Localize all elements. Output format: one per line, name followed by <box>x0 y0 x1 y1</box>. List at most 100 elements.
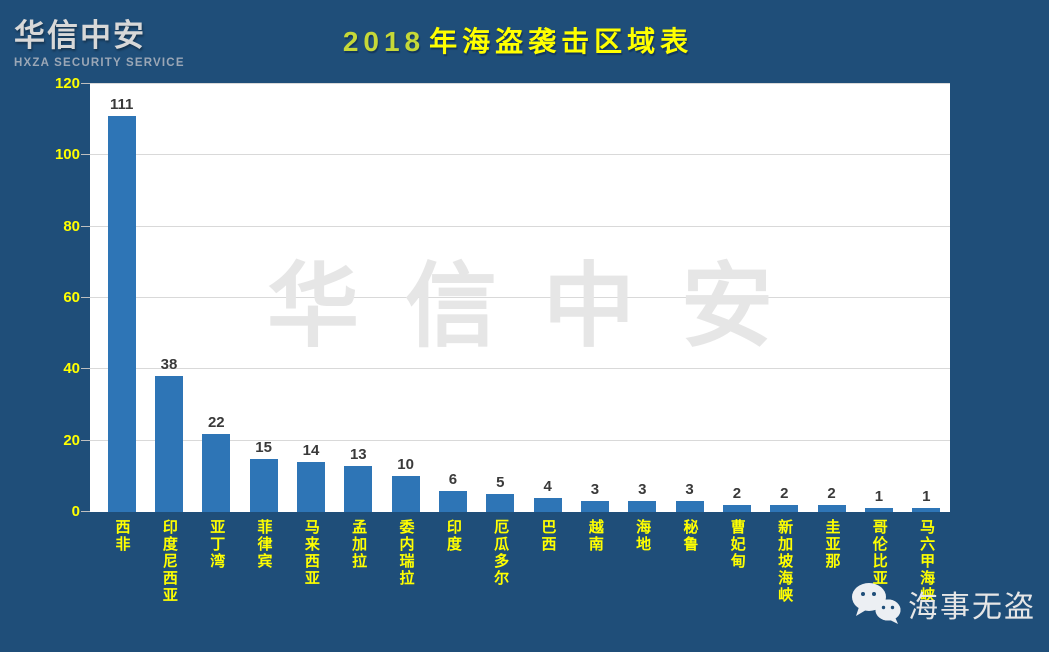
wechat-icon <box>852 583 901 624</box>
x-axis-category-label: 秘鲁 <box>681 519 699 553</box>
bar-slot: 5 <box>477 84 524 512</box>
gridline-40 <box>90 368 950 370</box>
gridline-20 <box>90 439 950 441</box>
page-title: 2018 年海盗袭击区域表 <box>343 20 693 60</box>
bar-series: 111 38 22 15 14 13 10 6 5 4 3 3 3 2 2 2 1 1 <box>90 84 950 512</box>
bar-slot: 111 <box>98 84 145 512</box>
x-label-slot: 委内瑞拉 <box>382 519 429 647</box>
bar <box>533 497 562 512</box>
x-label-slot: 秘鲁 <box>666 519 713 647</box>
gridline-80 <box>90 225 950 227</box>
x-axis-category-label: 印度 <box>444 519 462 553</box>
bar <box>391 476 420 512</box>
x-label-slot: 印度 <box>429 519 476 647</box>
x-axis-category-label: 新加坡海峡 <box>776 519 794 604</box>
y-tick-60 <box>81 297 90 298</box>
bar-slot: 3 <box>619 84 666 512</box>
x-label-slot: 厄瓜多尔 <box>477 519 524 647</box>
bar-slot: 2 <box>713 84 760 512</box>
x-axis-category-label: 海地 <box>634 519 652 553</box>
bar-slot: 2 <box>761 84 808 512</box>
x-label-slot: 哥伦比亚 <box>855 519 902 647</box>
y-tick-80 <box>81 225 90 227</box>
x-axis-labels: 西非 印度尼西亚 亚丁湾 菲律宾 马来西亚 孟加拉 委内瑞拉 印度 厄瓜多尔 巴西 越南 海地 秘鲁 曹妃… <box>90 519 950 647</box>
bar <box>486 494 515 512</box>
y-axis-tick-label: 120 <box>54 75 80 92</box>
bar-value-label: 1 <box>874 488 884 506</box>
x-axis-category-label: 马六甲海峡 <box>918 519 936 604</box>
x-axis-category-label: 圭亚那 <box>823 519 841 570</box>
bar-value-label: 6 <box>448 470 458 488</box>
bar-value-label: 4 <box>543 477 552 495</box>
wechat-footer: 海事无盗 <box>850 581 1036 627</box>
gridline-100 <box>90 154 950 156</box>
gridline-60 <box>90 297 950 298</box>
y-axis-tick-label: 40 <box>63 360 80 378</box>
x-label-slot: 圭亚那 <box>808 519 855 647</box>
y-tick-0 <box>81 511 90 512</box>
x-label-slot: 海地 <box>619 519 666 647</box>
bar <box>154 376 183 512</box>
bar-slot: 1 <box>855 84 902 512</box>
y-axis-tick-label: 60 <box>63 289 80 306</box>
x-axis-category-label: 马来西亚 <box>302 519 320 587</box>
logo-subtitle: HXZA SECURITY SERVICE <box>14 57 185 69</box>
x-label-slot: 亚丁湾 <box>193 519 240 647</box>
bar-slot: 1 <box>903 84 950 512</box>
x-label-slot: 孟加拉 <box>335 519 382 647</box>
x-label-slot: 巴西 <box>524 519 571 647</box>
bar-value-label: 2 <box>780 484 789 502</box>
bar-value-label: 14 <box>302 442 320 460</box>
bar-slot: 22 <box>193 84 240 512</box>
x-label-slot: 曹妃甸 <box>713 519 760 647</box>
bar-value-label: 2 <box>732 484 742 502</box>
bar <box>912 508 941 512</box>
y-axis-tick-label: 100 <box>54 146 80 164</box>
bar-slot: 6 <box>429 84 476 512</box>
bar-value-label: 2 <box>827 484 836 502</box>
bar-value-label: 3 <box>638 481 647 499</box>
bar-slot: 10 <box>382 84 429 512</box>
x-axis-category-label: 委内瑞拉 <box>397 519 415 587</box>
y-tick-120 <box>81 83 90 84</box>
x-axis-category-label: 西非 <box>113 519 131 553</box>
bar-slot: 14 <box>287 84 334 512</box>
y-tick-20 <box>81 439 90 441</box>
bar-slot: 4 <box>524 84 571 512</box>
y-axis-tick-label: 80 <box>63 217 80 235</box>
bar-value-label: 111 <box>109 96 134 114</box>
x-axis-category-label: 厄瓜多尔 <box>492 519 510 587</box>
gridline-120 <box>90 83 950 84</box>
bar-value-label: 13 <box>349 445 367 463</box>
x-axis-category-label: 孟加拉 <box>350 519 368 570</box>
x-label-slot: 新加坡海峡 <box>761 519 808 647</box>
bar-value-label: 38 <box>160 356 178 374</box>
logo-title: 华信中安 <box>14 18 146 53</box>
y-tick-40 <box>81 368 90 370</box>
bar-slot: 3 <box>666 84 713 512</box>
title-text: 年海盗袭击区域表 <box>429 26 694 57</box>
x-label-slot: 印度尼西亚 <box>145 519 192 647</box>
bar <box>817 504 846 512</box>
x-label-slot: 马六甲海峡 <box>903 519 950 647</box>
title-year: 2018 <box>342 26 426 57</box>
bar-value-label: 3 <box>590 481 600 499</box>
bar-value-label: 3 <box>685 481 694 499</box>
x-label-slot: 马来西亚 <box>287 519 334 647</box>
bar-slot: 2 <box>808 84 855 512</box>
y-axis-labels: 0 20 40 60 80 100 120 <box>0 75 80 520</box>
bar <box>344 465 373 512</box>
bar <box>675 501 704 512</box>
x-axis-category-label: 亚丁湾 <box>208 519 226 570</box>
x-axis-category-label: 曹妃甸 <box>728 519 746 570</box>
bar <box>249 458 278 512</box>
bar <box>722 504 751 512</box>
y-tick-100 <box>81 154 90 156</box>
y-axis-tick-label: 20 <box>63 431 80 449</box>
y-axis-tick-label: 0 <box>71 503 80 520</box>
bar-slot: 13 <box>335 84 382 512</box>
bar <box>580 501 609 512</box>
bar-value-label: 1 <box>922 488 931 506</box>
bar <box>864 508 893 512</box>
